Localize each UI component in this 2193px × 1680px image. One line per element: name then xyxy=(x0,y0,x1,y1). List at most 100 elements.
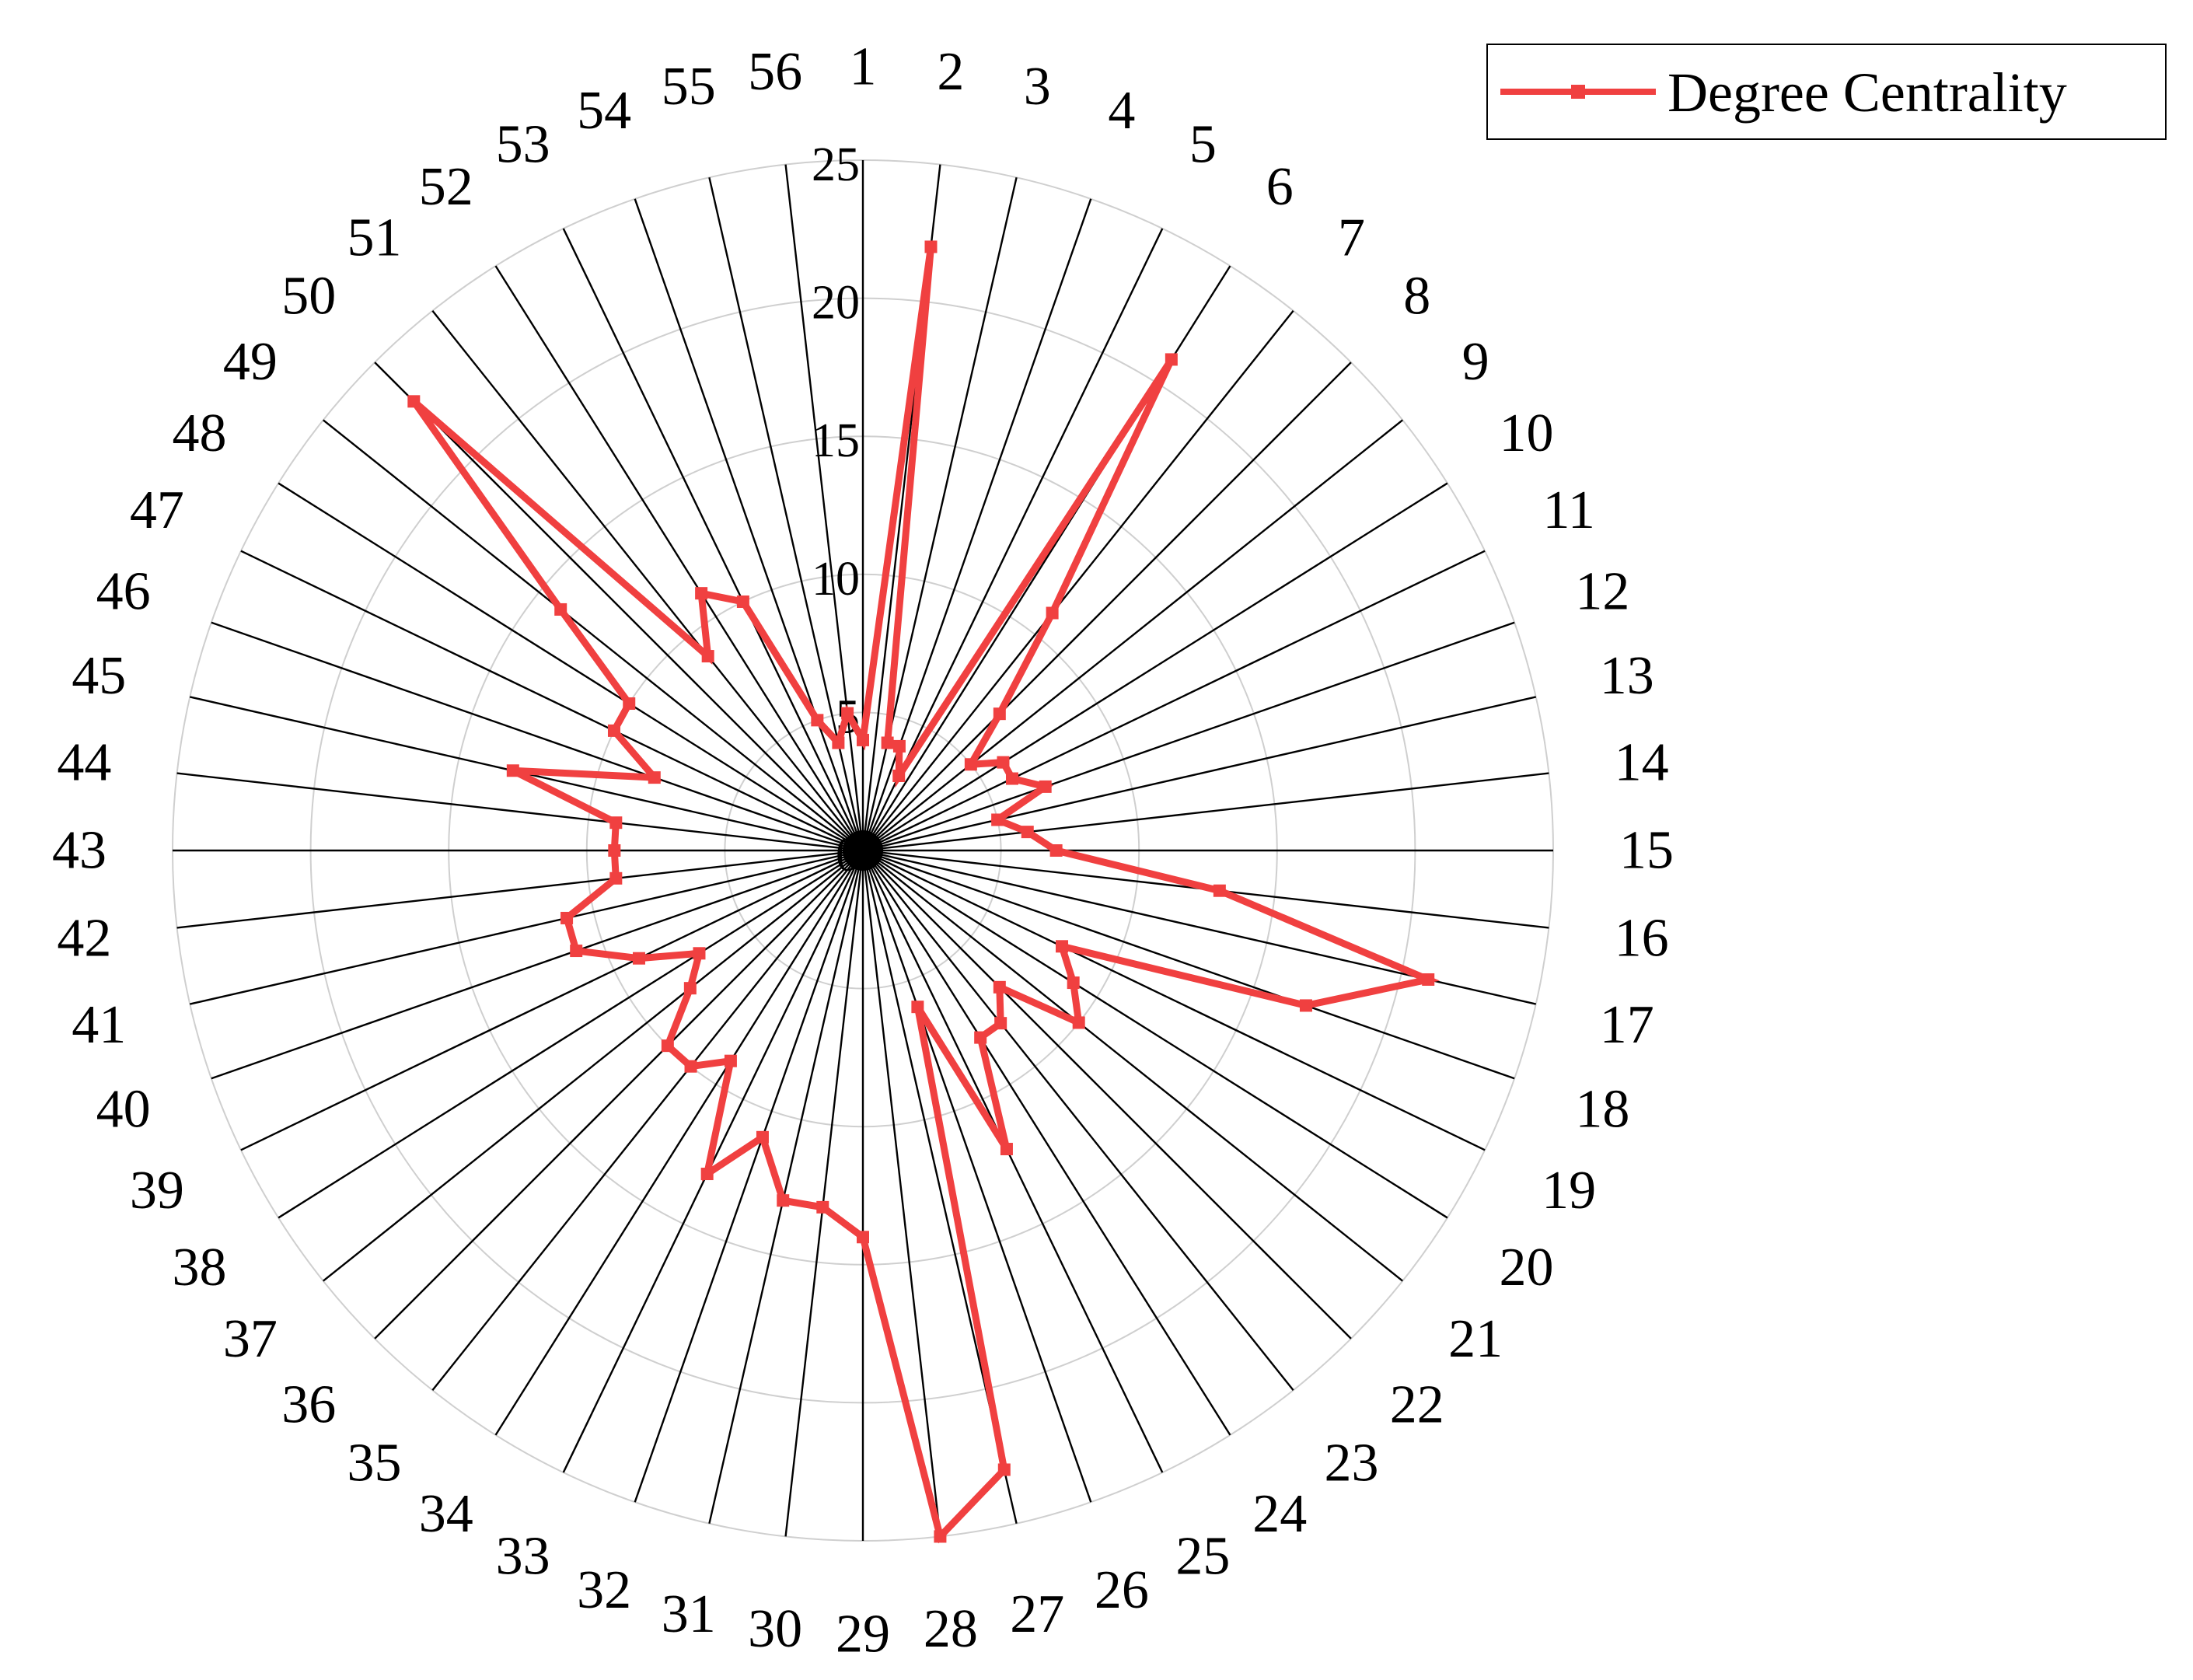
spoke-line xyxy=(708,850,864,1525)
data-point-marker xyxy=(857,733,869,746)
category-label: 8 xyxy=(1403,267,1430,327)
category-label: 1 xyxy=(850,37,877,97)
radial-tick-label: 20 xyxy=(812,277,860,330)
data-point-marker xyxy=(997,756,1010,769)
spoke-line xyxy=(862,361,1352,851)
spoke-line xyxy=(862,850,1352,1339)
data-point-marker xyxy=(684,1060,697,1073)
data-point-marker xyxy=(841,707,854,720)
degree-centrality-series xyxy=(407,240,1440,1544)
category-label: 46 xyxy=(96,562,151,622)
spoke-line xyxy=(861,228,1164,851)
category-label: 17 xyxy=(1600,995,1654,1055)
data-point-marker xyxy=(1067,976,1080,990)
category-label: 37 xyxy=(223,1309,278,1369)
data-point-marker xyxy=(570,945,583,958)
spoke-line xyxy=(431,309,864,851)
spoke-line xyxy=(211,849,864,1080)
radial-tick-label: 10 xyxy=(812,553,860,606)
spoke-line xyxy=(862,850,1404,1282)
data-point-marker xyxy=(1056,940,1069,953)
category-label: 16 xyxy=(1615,908,1669,968)
spoke-line xyxy=(240,849,864,1151)
spoke-line xyxy=(861,850,1164,1473)
data-point-marker xyxy=(993,980,1006,994)
category-label: 28 xyxy=(924,1599,978,1659)
category-label: 13 xyxy=(1600,646,1654,706)
category-label: 50 xyxy=(281,267,336,327)
radial-tick-label: 25 xyxy=(812,138,860,191)
spoke-line xyxy=(862,849,1448,1219)
category-label: 34 xyxy=(419,1484,473,1544)
data-point-marker xyxy=(609,871,623,885)
category-label: 6 xyxy=(1266,157,1294,217)
category-label: 53 xyxy=(496,114,550,174)
data-point-marker xyxy=(974,1031,987,1044)
data-point-marker xyxy=(892,769,906,782)
category-label: 33 xyxy=(496,1527,550,1587)
spoke-line xyxy=(862,849,1515,1080)
spoke-line xyxy=(189,849,864,1005)
spoke-line xyxy=(322,419,864,851)
data-point-marker xyxy=(997,1463,1011,1476)
spoke-line xyxy=(494,850,864,1436)
data-point-marker xyxy=(911,1001,924,1014)
data-point-marker xyxy=(1049,844,1063,857)
category-label: 51 xyxy=(347,208,402,267)
data-point-marker xyxy=(1021,826,1034,839)
data-point-marker xyxy=(700,1168,714,1181)
spoke-line xyxy=(431,850,864,1392)
data-point-marker xyxy=(991,813,1004,826)
data-point-marker xyxy=(506,764,519,777)
spoke-line xyxy=(862,849,1486,1151)
spoke-line xyxy=(562,228,864,851)
spoke-line xyxy=(176,772,864,852)
category-label: 55 xyxy=(662,57,716,117)
category-label: 40 xyxy=(96,1079,151,1139)
category-label: 49 xyxy=(223,332,278,392)
category-label: 18 xyxy=(1575,1079,1629,1139)
spoke-line xyxy=(862,850,1294,1392)
data-point-marker xyxy=(964,758,977,771)
data-point-marker xyxy=(1072,1016,1085,1029)
spoke-line xyxy=(861,176,1018,851)
category-label: 10 xyxy=(1499,403,1553,463)
data-point-marker xyxy=(832,736,845,749)
data-point-marker xyxy=(1213,884,1226,897)
legend-label: Degree Centrality xyxy=(1667,61,2067,124)
data-point-marker xyxy=(993,707,1006,721)
spoke-line xyxy=(784,850,864,1537)
data-point-marker xyxy=(811,714,824,727)
spoke-line xyxy=(862,419,1404,851)
data-point-marker xyxy=(701,650,714,663)
spoke-line xyxy=(240,550,864,852)
category-labels: 1 2 3 4567891011121314151617181920212223242… xyxy=(52,37,1674,1664)
category-label: 42 xyxy=(57,908,111,968)
spoke-line xyxy=(278,482,864,852)
data-point-marker xyxy=(857,1231,869,1244)
category-label: 24 xyxy=(1252,1484,1307,1544)
data-point-marker xyxy=(1046,606,1059,620)
category-label: 56 xyxy=(748,42,802,102)
data-point-marker xyxy=(924,240,938,253)
spoke-line xyxy=(861,850,1092,1503)
category-label: 25 xyxy=(1175,1527,1230,1587)
spoke-line xyxy=(374,361,864,851)
legend-marker xyxy=(1571,85,1585,99)
spoke-line xyxy=(862,621,1515,852)
data-point-marker xyxy=(892,739,906,753)
spoke-line xyxy=(374,850,864,1339)
spoke-line xyxy=(862,696,1537,852)
spoke-line xyxy=(862,309,1294,851)
data-point-marker xyxy=(609,816,623,830)
category-label: 31 xyxy=(662,1584,716,1644)
category-label: 19 xyxy=(1542,1161,1596,1221)
data-point-marker xyxy=(994,1017,1007,1030)
radial-tick-labels: 0510152025 xyxy=(812,138,860,882)
data-point-marker xyxy=(648,771,661,784)
spoke-line xyxy=(278,849,864,1219)
data-point-marker xyxy=(1299,999,1312,1012)
category-label: 44 xyxy=(57,733,111,793)
category-label: 47 xyxy=(130,480,184,540)
